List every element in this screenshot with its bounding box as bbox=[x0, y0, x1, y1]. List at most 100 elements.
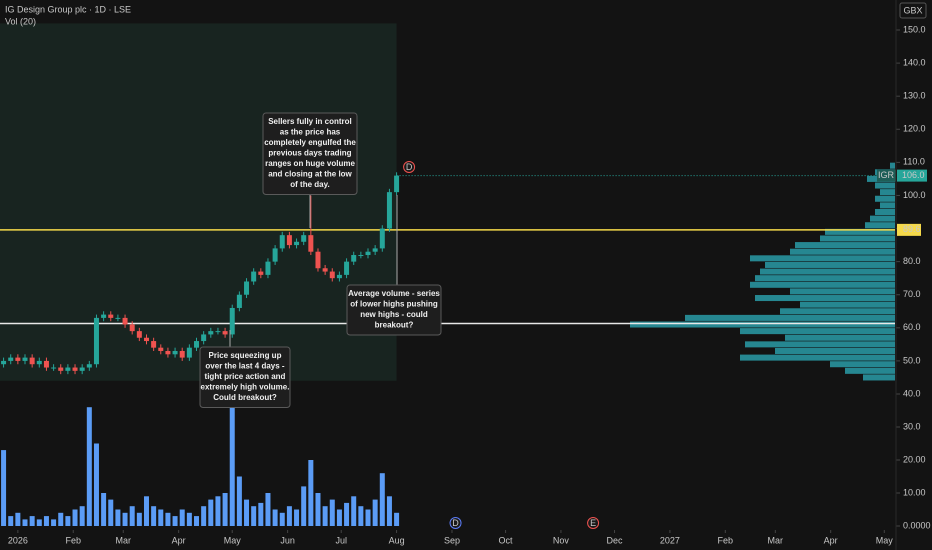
volume-bar bbox=[143, 496, 149, 526]
volume-bar bbox=[36, 519, 42, 526]
x-tick-label: Feb bbox=[65, 535, 81, 545]
annotation-text: and closing at the low bbox=[268, 170, 352, 179]
x-tick-label: 2027 bbox=[660, 535, 680, 545]
profile-bar bbox=[745, 341, 895, 348]
volume-bar bbox=[294, 509, 300, 526]
annotation-text: of lower highs pushing bbox=[350, 300, 438, 309]
volume-bar bbox=[186, 512, 192, 526]
profile-bar bbox=[740, 354, 895, 361]
candle-body bbox=[129, 324, 135, 332]
annotation-text: Price squeezing up bbox=[209, 351, 282, 360]
profile-bar bbox=[755, 295, 895, 302]
candle-body bbox=[308, 235, 314, 252]
volume-bar bbox=[51, 519, 57, 526]
profile-bar bbox=[685, 314, 895, 321]
candle-body bbox=[22, 357, 28, 361]
volume-bar bbox=[43, 516, 49, 526]
event-marker bbox=[587, 517, 600, 529]
level-label: 89.6 bbox=[903, 224, 921, 234]
y-tick-label: 70.0 bbox=[903, 289, 921, 299]
x-tick-label: Sep bbox=[444, 535, 460, 545]
volume-bar bbox=[29, 516, 35, 526]
volume-bar bbox=[279, 512, 285, 526]
candle-body bbox=[158, 347, 164, 351]
candle-body bbox=[108, 314, 114, 318]
profile-bar bbox=[785, 334, 895, 341]
annotation-text: previous days trading bbox=[268, 149, 351, 158]
volume-bar bbox=[372, 499, 378, 526]
volume-bar bbox=[172, 516, 178, 526]
x-tick-label: Oct bbox=[499, 535, 514, 545]
candle-body bbox=[322, 268, 328, 272]
volume-bar bbox=[365, 509, 371, 526]
candle-body bbox=[286, 235, 292, 246]
candle-body bbox=[143, 337, 149, 342]
volume-bar bbox=[336, 509, 342, 526]
annotation-box bbox=[346, 284, 442, 336]
volume-bar bbox=[251, 506, 257, 526]
candle-body bbox=[272, 248, 278, 262]
candle-body bbox=[1, 360, 7, 365]
annotation-text: ranges on huge volume bbox=[265, 159, 355, 168]
candle-body bbox=[93, 317, 99, 365]
y-tick-label: 130.0 bbox=[903, 91, 926, 101]
annotation-text: Average volume - series bbox=[348, 289, 440, 298]
profile-bar bbox=[865, 222, 895, 229]
candle-body bbox=[351, 255, 357, 262]
annotation-text: Could breakout? bbox=[213, 393, 277, 402]
profile-bar bbox=[760, 268, 895, 275]
range-box bbox=[0, 23, 397, 381]
main-layer: 40.050.060.070.080.090.0100.0110.0120.01… bbox=[0, 24, 931, 545]
x-tick-label: Dec bbox=[607, 535, 624, 545]
x-tick-label: Apr bbox=[824, 535, 838, 545]
profile-bar bbox=[880, 202, 895, 209]
y-tick-label: 110.0 bbox=[903, 157, 925, 167]
x-tick-label: Nov bbox=[553, 535, 570, 545]
y2-tick-label: 10.00 bbox=[903, 487, 926, 497]
volume-bar bbox=[72, 509, 78, 526]
volume-bar bbox=[322, 506, 328, 526]
profile-bar bbox=[830, 361, 895, 368]
candle-body bbox=[265, 261, 271, 275]
volume-bar bbox=[15, 512, 21, 526]
annotation-text: tight price action and bbox=[205, 372, 286, 381]
candle-body bbox=[279, 235, 285, 249]
annotation-box bbox=[262, 112, 358, 195]
candle-body bbox=[72, 367, 78, 371]
volume-bar bbox=[108, 499, 114, 526]
candle-body bbox=[36, 360, 42, 365]
profile-bar bbox=[845, 367, 895, 374]
candle-body bbox=[344, 261, 350, 275]
candle-body bbox=[236, 294, 242, 308]
candle-body bbox=[115, 317, 121, 319]
candle-body bbox=[51, 367, 57, 369]
candle-body bbox=[222, 331, 228, 335]
candle-body bbox=[201, 334, 207, 342]
volume-bar bbox=[65, 516, 71, 526]
event-label: D bbox=[452, 518, 459, 528]
y2-tick-label: 0.0000 bbox=[903, 520, 931, 530]
currency-box bbox=[899, 2, 927, 19]
candle-body bbox=[65, 367, 71, 371]
profile-bar bbox=[790, 248, 895, 255]
volume-bar bbox=[115, 509, 121, 526]
candle-body bbox=[58, 367, 64, 371]
y-tick-label: 40.0 bbox=[903, 388, 921, 398]
candle-body bbox=[379, 228, 385, 249]
currency: GBX bbox=[903, 5, 922, 15]
volume-bar bbox=[358, 506, 364, 526]
volume-bar bbox=[286, 506, 292, 526]
level-label-box bbox=[897, 223, 921, 236]
candle-body bbox=[215, 331, 221, 333]
candle-body bbox=[29, 357, 35, 365]
candle-body bbox=[258, 271, 264, 275]
symbol: IGR bbox=[878, 170, 895, 180]
profile-bar bbox=[780, 308, 895, 315]
volume-bar bbox=[8, 516, 14, 526]
volume-bar bbox=[86, 407, 92, 526]
symbol-box bbox=[877, 169, 896, 182]
x-tick-label: Mar bbox=[116, 535, 132, 545]
annotation-text: of the day. bbox=[290, 180, 329, 189]
